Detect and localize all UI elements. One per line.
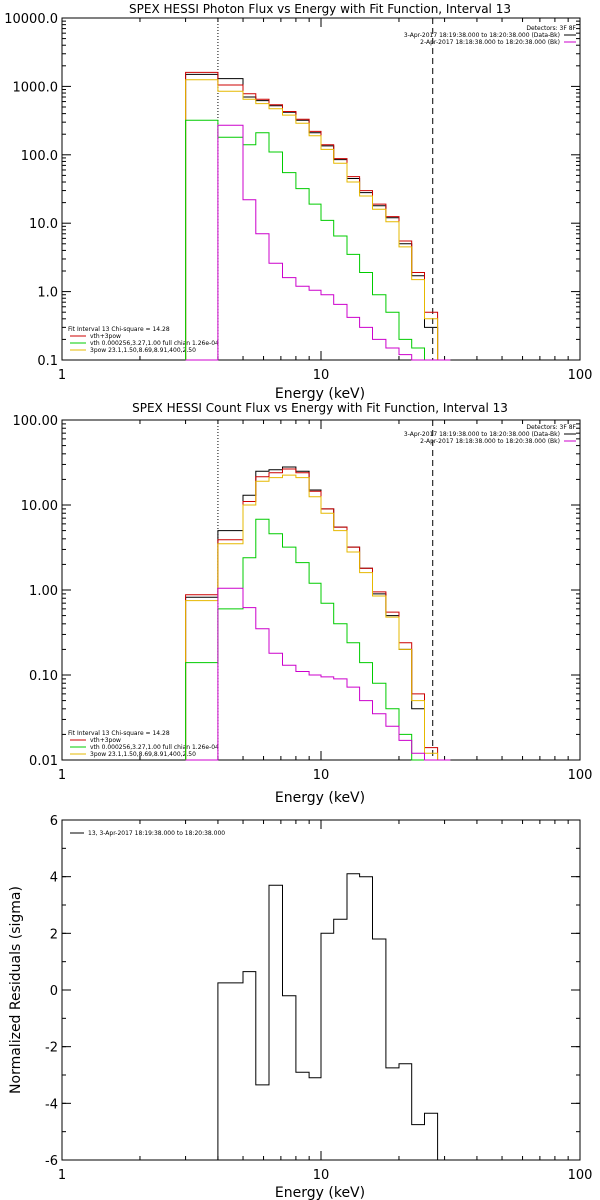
count-fit-legend-vth: vth 0.000256,3.27,1.00 full chian 1.26e-… [90, 744, 219, 751]
photon-fit-legend-pow: 3pow 23.1,1.50,8.69,8.91,400,2.50 [90, 347, 196, 354]
photon-x-tick-label: 1 [58, 368, 66, 383]
residuals-y-tick-label: 0 [50, 984, 58, 999]
photon-y-tick-label: 10000.0 [4, 12, 58, 27]
photon-time-legend-data: 3-Apr-2017 18:19:38.000 to 18:20:38.000 … [404, 32, 560, 39]
residuals-y-tick-label: 4 [50, 871, 58, 886]
residuals-y-tick-label: -4 [45, 1097, 58, 1112]
count-y-tick-label: 0.01 [29, 754, 58, 769]
residuals-y-tick-label: -2 [45, 1041, 58, 1056]
photon-y-tick-label: 1000.0 [13, 80, 59, 95]
photon-series-0-step-line [185, 73, 451, 361]
count-series-4-step-line [185, 587, 451, 761]
residuals-panel: Energy (keV) Normalized Residuals (sigma… [8, 814, 592, 1200]
photon-fit-header: Fit Interval 13 Chi-square = 14.28 [68, 326, 170, 333]
count-series-1-step-line [185, 468, 451, 761]
count-fit-header: Fit Interval 13 Chi-square = 14.28 [68, 730, 170, 737]
count-x-tick-label: 10 [313, 768, 330, 783]
photon-y-tick-label: 100.0 [21, 149, 58, 164]
photon-series-1-step-line [185, 71, 451, 361]
residuals-series-0-step-line [217, 873, 439, 1160]
residuals-x-tick-label: 100 [568, 1168, 593, 1183]
residuals-legend-text: 13, 3-Apr-2017 18:19:38.000 to 18:20:38.… [88, 830, 225, 837]
count-series-0-step-line [185, 466, 451, 761]
residuals-xlabel: Energy (keV) [275, 1185, 365, 1200]
count-fit-legend-total: vth+3pow [90, 737, 121, 744]
count-detectors-label: Detectors: 3F 8F [526, 424, 576, 431]
count-x-tick-label: 1 [58, 768, 66, 783]
photon-fit-legend-total: vth+3pow [90, 333, 121, 340]
count-series-2-step-line [185, 474, 451, 761]
count-x-tick-label: 100 [568, 768, 593, 783]
photon-flux-panel: SPEX HESSI Photon Flux vs Energy with Fi… [4, 2, 592, 402]
count-y-tick-label: 0.10 [29, 669, 58, 684]
photon-y-tick-label: 1.0 [37, 286, 58, 301]
count-y-tick-label: 100.00 [13, 414, 59, 429]
residuals-x-tick-label: 1 [58, 1168, 66, 1183]
photon-series-2-step-line [185, 79, 451, 361]
residuals-ylabel: Normalized Residuals (sigma) [8, 886, 24, 1094]
residuals-y-tick-label: 2 [50, 927, 58, 942]
residuals-y-tick-label: -6 [45, 1154, 58, 1169]
residuals-y-tick-label: 6 [50, 814, 58, 829]
count-y-tick-label: 10.00 [21, 499, 58, 514]
photon-plot-frame [61, 17, 581, 361]
count-flux-xlabel: Energy (keV) [275, 790, 365, 806]
photon-x-tick-label: 100 [568, 368, 593, 383]
count-time-legend-data: 3-Apr-2017 18:19:38.000 to 18:20:38.000 … [404, 431, 560, 438]
photon-series-4-step-line [185, 124, 451, 361]
count-series-3-step-line [185, 518, 451, 761]
photon-detectors-label: Detectors: 3F 8F [526, 25, 576, 32]
count-flux-panel: SPEX HESSI Count Flux vs Energy with Fit… [13, 401, 593, 806]
photon-x-tick-label: 10 [313, 368, 330, 383]
photon-flux-xlabel: Energy (keV) [275, 386, 365, 402]
photon-y-tick-label: 10.0 [29, 217, 58, 232]
count-flux-title: SPEX HESSI Count Flux vs Energy with Fit… [132, 401, 508, 415]
photon-series-3-step-line [185, 119, 451, 361]
count-y-tick-label: 1.00 [29, 584, 58, 599]
photon-y-tick-label: 0.1 [37, 354, 58, 369]
photon-flux-title: SPEX HESSI Photon Flux vs Energy with Fi… [129, 2, 511, 16]
photon-time-legend-bk: 2-Apr-2017 18:18:38.000 to 18:20:38.000 … [420, 39, 560, 46]
count-time-legend-bk: 2-Apr-2017 18:18:38.000 to 18:20:38.000 … [420, 438, 560, 445]
count-fit-legend-pow: 3pow 23.1,1.50,8.69,8.91,400,2.50 [90, 751, 196, 758]
photon-fit-legend-vth: vth 0.000256,3.27,1.00 full chian 1.26e-… [90, 340, 219, 347]
residuals-x-tick-label: 10 [313, 1168, 330, 1183]
